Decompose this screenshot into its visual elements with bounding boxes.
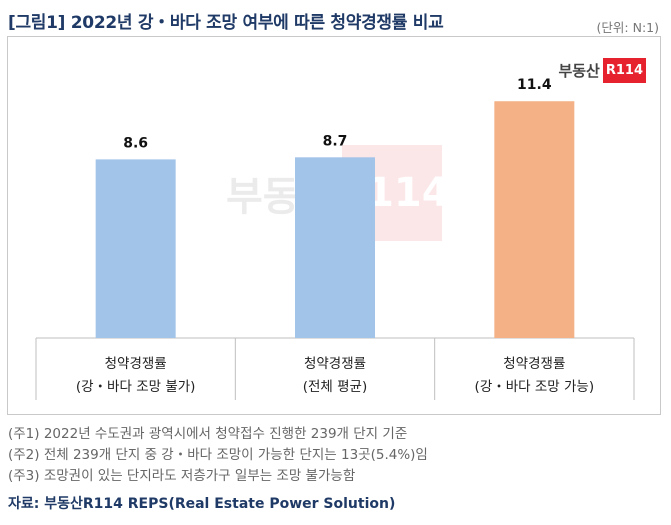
logo-badge: R114 (602, 58, 646, 83)
category-sublabel: (전체 평균) (303, 379, 368, 395)
source-line: 자료: 부동산R114 REPS(Real Estate Power Solut… (8, 496, 396, 512)
category-label: 청약경쟁률 (503, 356, 565, 372)
footnote-1: (주1) 2022년 수도권과 광역시에서 청약접수 진행한 239개 단지 기… (8, 426, 408, 442)
category-sublabel: (강・바다 조망 가능) (475, 379, 595, 395)
data-label: 8.7 (323, 133, 348, 149)
footnotes: (주1) 2022년 수도권과 광역시에서 청약접수 진행한 239개 단지 기… (8, 424, 428, 487)
r114-logo: 부동산 R114 (558, 58, 646, 83)
category-label: 청약경쟁률 (105, 356, 167, 372)
category-sublabel: (강・바다 조망 불가) (76, 379, 196, 395)
logo-text: 부동산 (558, 62, 600, 80)
bar (295, 157, 375, 338)
footnote-2: (주2) 전체 239개 단지 중 강・바다 조망이 가능한 단지는 13곳(5… (8, 447, 428, 463)
data-label: 11.4 (517, 77, 552, 93)
bar (95, 159, 176, 338)
category-label: 청약경쟁률 (304, 356, 366, 372)
footnote-3: (주3) 조망권이 있는 단지라도 저층가구 일부는 조망 불가능함 (8, 468, 356, 484)
chart-title: [그림1] 2022년 강・바다 조망 여부에 따른 청약경쟁률 비교 (8, 13, 444, 33)
data-label: 8.6 (123, 135, 148, 151)
unit-label: (단위: N:1) (596, 20, 659, 35)
bar (494, 101, 575, 338)
